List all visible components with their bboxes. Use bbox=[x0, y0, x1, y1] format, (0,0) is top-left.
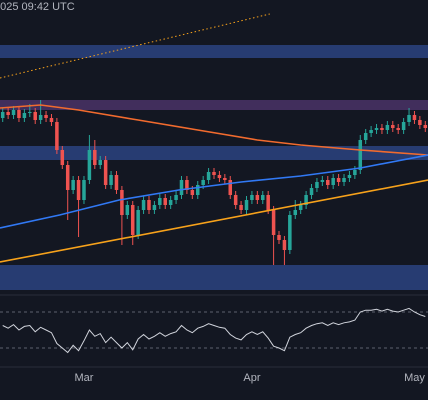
candle-body bbox=[190, 190, 195, 195]
candle-body bbox=[141, 200, 146, 210]
overlay-line bbox=[0, 104, 428, 156]
candle-body bbox=[304, 195, 308, 205]
candle-body bbox=[223, 178, 227, 180]
candle-body bbox=[353, 170, 357, 175]
candle-body bbox=[418, 120, 422, 125]
candle-body bbox=[87, 150, 92, 180]
candle-body bbox=[396, 128, 400, 130]
candle-body bbox=[298, 205, 303, 210]
candle-body bbox=[266, 195, 270, 210]
candle-body bbox=[60, 150, 65, 165]
candle-body bbox=[293, 210, 298, 215]
candle-body bbox=[163, 198, 168, 205]
candle-body bbox=[103, 160, 108, 185]
candle-body bbox=[120, 190, 124, 215]
candle-body bbox=[385, 125, 390, 130]
candle-body bbox=[342, 178, 346, 182]
candle-body bbox=[179, 180, 184, 195]
candle-body bbox=[412, 115, 417, 120]
zone bbox=[0, 146, 428, 160]
candle-body bbox=[185, 180, 189, 190]
candle-body bbox=[336, 178, 341, 182]
rsi-line bbox=[2, 307, 426, 354]
candle-body bbox=[423, 125, 428, 128]
candle-body bbox=[114, 175, 119, 190]
candle-body bbox=[98, 160, 102, 165]
candle-body bbox=[347, 175, 352, 178]
x-tick-label: Mar bbox=[74, 372, 93, 384]
candle-body bbox=[277, 235, 281, 240]
candle-body bbox=[369, 130, 373, 133]
candle-body bbox=[380, 128, 384, 130]
timestamp: 2025 09:42 UTC bbox=[0, 1, 75, 13]
candle-body bbox=[374, 128, 379, 130]
candle-body bbox=[55, 122, 59, 150]
overlay-line bbox=[0, 154, 428, 229]
candle-body bbox=[44, 115, 48, 118]
candle-body bbox=[49, 118, 54, 122]
candle-body bbox=[331, 178, 335, 185]
candle-body bbox=[28, 112, 32, 113]
candle-body bbox=[255, 195, 260, 200]
candle-body bbox=[233, 195, 238, 205]
candle-body bbox=[152, 205, 157, 210]
candle-body bbox=[407, 115, 411, 122]
candle-body bbox=[358, 140, 363, 170]
x-tick-label: May bbox=[404, 372, 425, 384]
candle-body bbox=[11, 110, 16, 115]
candle-body bbox=[17, 110, 21, 118]
candle-body bbox=[250, 195, 254, 200]
candle-body bbox=[0, 112, 5, 118]
candle-body bbox=[93, 150, 97, 165]
candle-body bbox=[271, 210, 276, 235]
candle-body bbox=[315, 182, 319, 188]
x-tick-label: Apr bbox=[243, 372, 260, 384]
candle-body bbox=[239, 205, 243, 210]
candle-body bbox=[282, 240, 287, 250]
candle-body bbox=[320, 180, 325, 182]
candle-body bbox=[309, 188, 314, 195]
candle-body bbox=[260, 195, 265, 200]
candle-body bbox=[71, 180, 75, 190]
candle-body bbox=[363, 133, 368, 140]
zone bbox=[0, 100, 428, 110]
candle-body bbox=[130, 205, 135, 235]
candle-body bbox=[38, 115, 43, 120]
candle-body bbox=[33, 112, 37, 120]
zone bbox=[0, 265, 428, 290]
candle-body bbox=[201, 180, 205, 185]
candle-body bbox=[217, 175, 222, 178]
candle-body bbox=[195, 185, 200, 195]
zone bbox=[0, 45, 428, 58]
candle-body bbox=[65, 165, 70, 190]
candle-body bbox=[391, 125, 395, 128]
candle-body bbox=[136, 210, 140, 235]
candle-body bbox=[206, 172, 211, 180]
candle-body bbox=[147, 200, 151, 210]
candle-body bbox=[125, 205, 130, 215]
overlay-line bbox=[0, 179, 428, 263]
candle-body bbox=[228, 180, 233, 195]
candle-body bbox=[22, 113, 27, 118]
candle-body bbox=[82, 180, 86, 200]
candle-body bbox=[6, 112, 10, 115]
candle-body bbox=[76, 180, 81, 200]
candle-body bbox=[326, 180, 330, 185]
candle-body bbox=[244, 200, 249, 210]
candle-body bbox=[401, 122, 406, 130]
candle-body bbox=[288, 215, 292, 250]
candle-body bbox=[212, 172, 216, 175]
candle-body bbox=[109, 175, 113, 185]
candle-body bbox=[168, 200, 173, 205]
candle-body bbox=[158, 198, 162, 205]
candle-body bbox=[174, 195, 178, 200]
